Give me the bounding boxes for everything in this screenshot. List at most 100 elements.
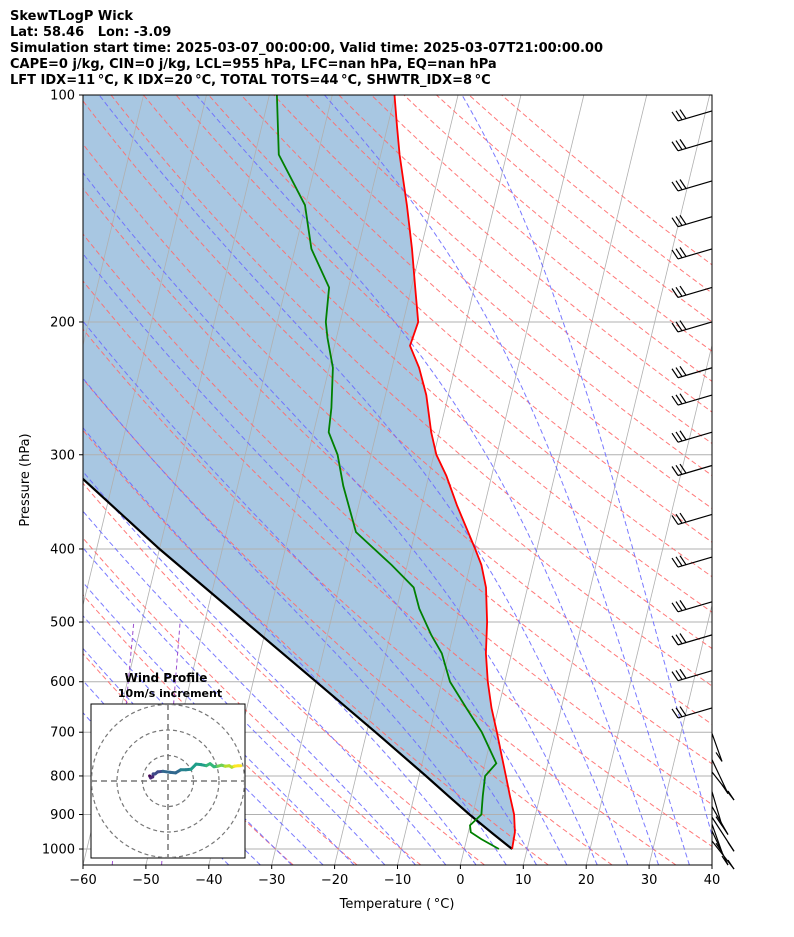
wind-barb	[677, 601, 713, 613]
moist-adiabat	[83, 470, 447, 865]
wind-barb-flag	[679, 668, 687, 679]
wind-barb-flag	[671, 141, 679, 152]
wind-barb-flag	[679, 393, 687, 403]
wind-barb	[711, 759, 729, 794]
x-tick-label: 40	[704, 873, 721, 888]
wind-barb	[677, 634, 713, 646]
wind-barb	[711, 824, 723, 853]
isotherm-line	[522, 95, 711, 865]
x-tick-label: −10	[384, 873, 411, 888]
isotherm-line	[711, 863, 712, 865]
wind-barb-flag	[715, 816, 723, 826]
moist-adiabat	[83, 614, 324, 865]
x-tick-label: −50	[132, 873, 159, 888]
dry-adiabat	[175, 95, 712, 578]
wind-barb-flag	[671, 557, 679, 568]
wind-barb-flag	[675, 367, 683, 377]
dry-adiabat	[143, 95, 712, 613]
wind-barb	[677, 216, 713, 228]
wind-barb-flag	[675, 464, 683, 475]
isotherm-line	[397, 95, 585, 865]
dry-adiabat	[83, 537, 422, 865]
wind-barb-flag	[675, 180, 683, 191]
moist-adiabat	[196, 95, 659, 865]
wind-barb-flag	[675, 707, 683, 718]
isotherm-line	[648, 603, 712, 865]
chart-title: SkewTLogP Wick	[10, 9, 134, 24]
wind-barb	[677, 367, 713, 379]
parcel-profile-line	[83, 477, 513, 850]
wind-barb-flag	[671, 217, 679, 228]
x-axis-label: Temperature ( °C)	[339, 897, 455, 912]
wind-barb-flag	[671, 466, 679, 476]
wind-barb-flag	[675, 601, 683, 611]
dry-adiabat	[83, 378, 613, 865]
wind-barb-flag	[675, 513, 683, 524]
wind-barb	[677, 464, 713, 477]
moist-adiabat	[83, 679, 261, 865]
wind-barb-flag	[671, 368, 679, 379]
hodograph-title: Wind Profile	[125, 671, 208, 685]
wind-barb-flag	[671, 288, 679, 298]
wind-barb-flag	[721, 855, 729, 866]
wind-barb-flag	[679, 139, 687, 149]
wind-barb	[677, 140, 713, 152]
wind-barb-flag	[679, 600, 687, 610]
moist-adiabat	[83, 171, 598, 865]
dry-adiabat	[305, 95, 712, 445]
y-tick-label: 200	[50, 315, 75, 330]
isotherm-line	[0, 95, 18, 865]
wind-barb-flag	[679, 247, 687, 257]
moist-adiabat	[83, 377, 507, 865]
wind-barb	[677, 248, 713, 260]
wind-barb	[677, 321, 713, 333]
wind-barb-flag	[675, 394, 683, 405]
y-axis-label: Pressure (hPa)	[18, 433, 33, 526]
wind-barb-flag	[671, 515, 679, 525]
wind-barb	[677, 513, 713, 526]
wind-barb	[677, 707, 713, 719]
dry-adiabat	[83, 594, 358, 865]
y-tick-label: 400	[50, 542, 75, 557]
wind-barb-flag	[727, 841, 735, 852]
wind-barb	[677, 431, 713, 443]
hodograph-subtitle: 10m/s increment	[118, 687, 222, 700]
wind-barb	[677, 394, 713, 406]
wind-barb-flag	[675, 140, 683, 150]
x-tick-label: 20	[578, 873, 595, 888]
wind-barb-flag	[675, 556, 683, 567]
wind-barb-flag	[679, 285, 687, 296]
x-tick-label: 30	[641, 873, 658, 888]
location-line: Lat: 58.46 Lon: -3.09	[10, 25, 172, 40]
wind-barb-flag	[675, 216, 683, 226]
wind-barb-flag	[679, 706, 687, 716]
wind-barb-flag	[679, 463, 687, 474]
wind-barb-flag	[715, 752, 723, 762]
wind-barb-flag	[679, 366, 687, 376]
wind-barb	[677, 180, 713, 192]
wind-barb-flag	[679, 214, 687, 225]
wind-barb-flag	[727, 859, 735, 870]
wind-barb-flag	[675, 110, 683, 121]
wind-barb-flag	[675, 321, 683, 332]
wind-barb-flag	[727, 790, 735, 801]
wind-barb-flag	[675, 431, 683, 442]
wind-barb	[711, 733, 723, 762]
wind-barb-flag	[671, 708, 679, 719]
y-tick-label: 1000	[42, 843, 75, 858]
moist-adiabat	[83, 252, 568, 865]
isotherm-line	[83, 95, 207, 607]
wind-barb	[677, 110, 713, 122]
moist-adiabat	[83, 581, 355, 865]
indices-line: LFT IDX=11 °C, K IDX=20 °C, TOTAL TOTS=4…	[10, 73, 491, 88]
hodograph-inset: Wind Profile 10m/s increment	[90, 671, 246, 859]
y-tick-label: 800	[50, 769, 75, 784]
moist-adiabat	[98, 95, 629, 865]
moist-adiabat	[461, 95, 712, 838]
isotherm-line	[0, 95, 81, 865]
x-tick-label: 0	[456, 873, 464, 888]
isotherm-line	[334, 95, 522, 865]
wind-barb-flag	[679, 555, 687, 565]
wind-barb-flag	[679, 430, 687, 441]
